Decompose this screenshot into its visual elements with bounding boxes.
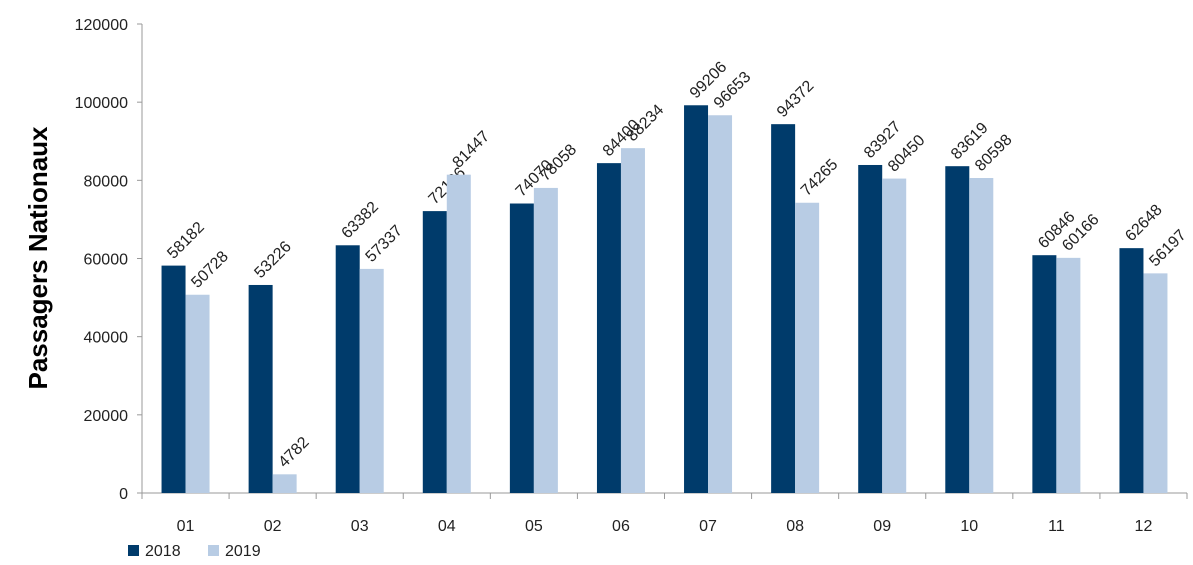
y-tick-label: 20000 (84, 408, 129, 425)
x-tick-label: 07 (699, 518, 717, 535)
legend: 2018 2019 (128, 543, 261, 560)
bar-2018-08 (771, 124, 796, 493)
y-tick-label: 80000 (84, 173, 129, 190)
bar-2018-03 (335, 245, 360, 493)
data-label: 94372 (774, 77, 818, 121)
bar-2018-07 (684, 105, 709, 493)
bar-2019-12 (1143, 273, 1168, 493)
y-tick-label: 40000 (84, 330, 129, 347)
data-label: 4782 (275, 434, 312, 471)
data-label: 58182 (164, 219, 208, 263)
x-tick-label: 06 (612, 518, 630, 535)
x-tick-label: 05 (525, 518, 543, 535)
x-tick-label: 12 (1135, 518, 1153, 535)
x-tick-label: 08 (786, 518, 804, 535)
bar-2019-01 (185, 294, 210, 493)
bar-2018-10 (945, 166, 970, 493)
bar-2018-12 (1119, 248, 1144, 493)
bar-2019-08 (795, 202, 820, 493)
data-label: 53226 (251, 238, 295, 282)
bar-2018-04 (422, 211, 447, 493)
bar-2019-11 (1056, 257, 1081, 493)
bar-2019-09 (882, 178, 907, 493)
bar-2018-05 (509, 203, 534, 493)
bar-2019-04 (446, 174, 471, 493)
bar-2019-02 (272, 474, 297, 493)
legend-label: 2019 (225, 543, 261, 560)
x-tick-label: 04 (438, 518, 456, 535)
data-label: 57337 (363, 222, 407, 266)
data-label: 56197 (1146, 227, 1190, 271)
bar-2018-11 (1032, 255, 1057, 493)
y-tick-label: 100000 (75, 95, 128, 112)
x-tick-label: 09 (873, 518, 891, 535)
bar-2018-06 (596, 163, 621, 494)
bar-2019-06 (620, 148, 645, 494)
x-tick-label: 11 (1048, 518, 1065, 535)
bar-2018-01 (161, 265, 186, 493)
legend-swatch-2019 (208, 545, 219, 556)
legend-swatch-2018 (128, 545, 139, 556)
x-tick-label: 02 (264, 518, 282, 535)
bar-2019-05 (533, 187, 558, 493)
data-label: 81447 (450, 128, 494, 172)
x-tick-label: 01 (177, 518, 195, 535)
x-tick-label: 03 (351, 518, 369, 535)
y-axis-title: Passagers Nationaux (23, 126, 53, 390)
bar-2019-07 (708, 115, 733, 493)
plot-area: 0 20000 40000 60000 80000 100000 120000 01 02 03 0… (75, 17, 1190, 535)
legend-label: 2018 (145, 543, 181, 560)
data-label: 50728 (188, 248, 232, 292)
data-label: 62648 (1122, 201, 1166, 245)
y-tick-label: 0 (119, 486, 128, 503)
y-axis-title-group: Passagers Nationaux (23, 126, 53, 390)
x-tick-label: 10 (960, 518, 978, 535)
bar-2019-03 (359, 268, 384, 493)
bar-2018-09 (858, 164, 883, 494)
y-tick-label: 120000 (75, 17, 128, 34)
bar-2018-02 (248, 284, 273, 493)
data-label: 74265 (798, 156, 842, 200)
y-tick-label: 60000 (84, 252, 129, 269)
data-label: 63382 (339, 199, 383, 243)
bar-2019-10 (969, 177, 994, 493)
